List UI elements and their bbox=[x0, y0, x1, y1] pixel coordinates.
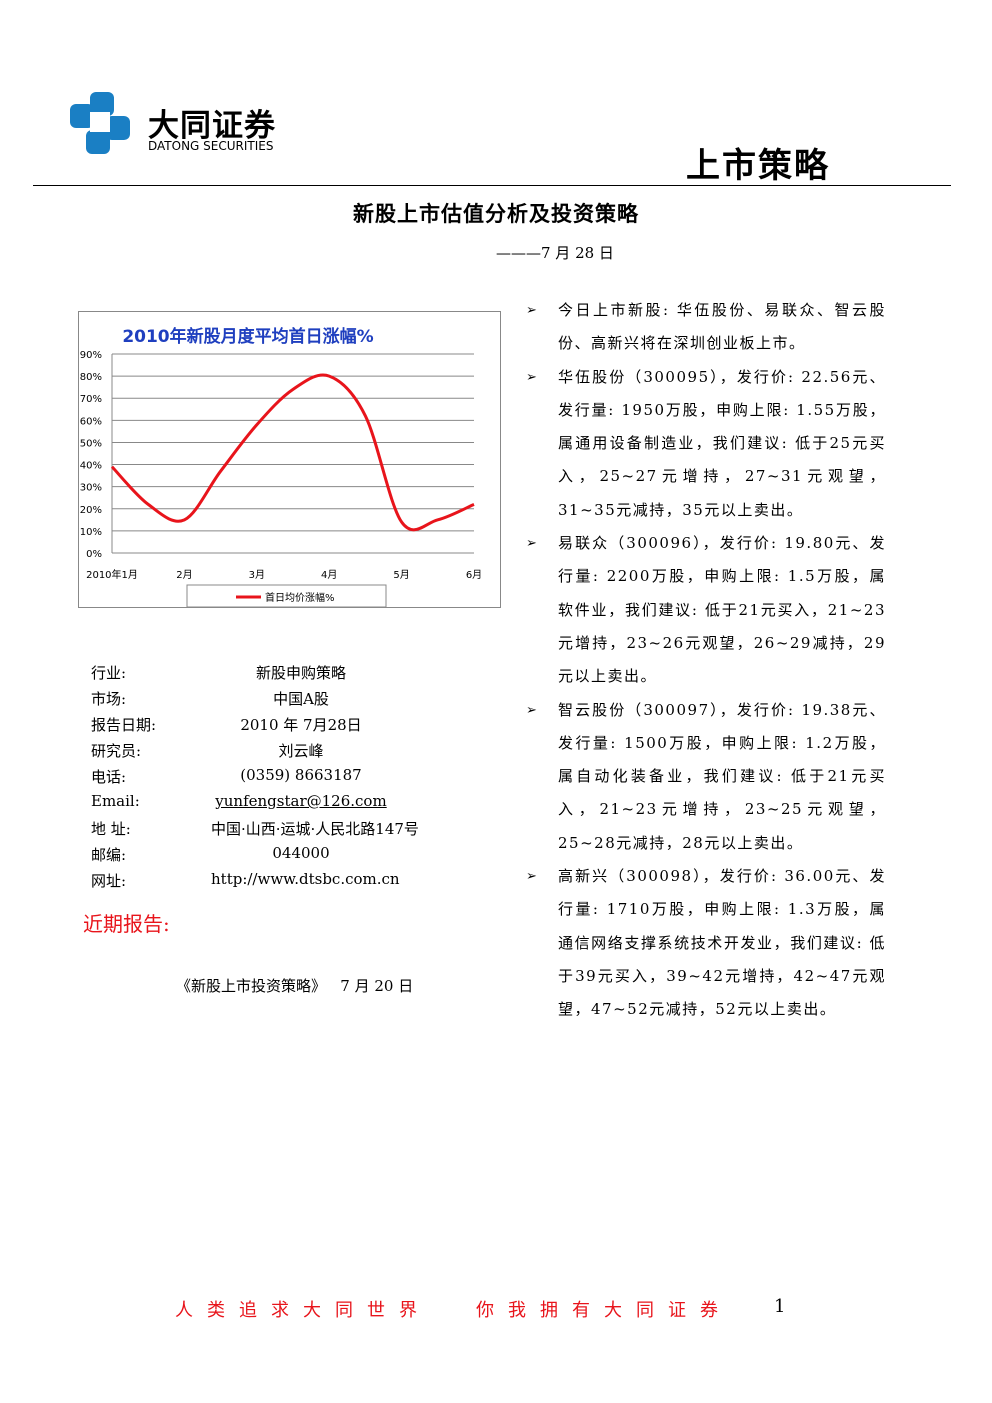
doc-title: 新股上市估值分析及投资策略 bbox=[353, 201, 639, 226]
x-tick-label: 2010年1月 bbox=[86, 568, 138, 581]
info-value: yunfengstar@126.com bbox=[215, 792, 387, 810]
bullet-item: 高新兴（300098），发行价: 36.00元、发行量: 1710万股，申购上限… bbox=[526, 860, 886, 1026]
logo-cn: 大同证券 bbox=[148, 108, 276, 144]
info-label: 电话: bbox=[91, 768, 127, 786]
info-value: 044000 bbox=[272, 844, 330, 862]
info-label: 研究员: bbox=[91, 742, 142, 760]
y-tick-label: 50% bbox=[80, 438, 102, 449]
info-value: http://www.dtsbc.com.cn bbox=[211, 870, 400, 888]
info-label: 地 址: bbox=[91, 820, 131, 838]
y-tick-label: 30% bbox=[80, 483, 102, 494]
info-value: 2010 年 7月28日 bbox=[240, 716, 362, 734]
info-row: 研究员: 刘云峰 bbox=[91, 740, 431, 766]
info-label: 网址: bbox=[91, 872, 127, 890]
x-tick-label: 2月 bbox=[176, 569, 192, 581]
chart-frame bbox=[78, 311, 501, 608]
line-series bbox=[110, 373, 475, 532]
info-value: 中国A股 bbox=[273, 690, 329, 708]
logo-en: DATONG SECURITIES bbox=[148, 139, 274, 153]
info-row: Email: yunfengstar@126.com bbox=[91, 792, 431, 818]
section-title: 上市策略 bbox=[686, 146, 830, 186]
info-label: 邮编: bbox=[91, 846, 127, 864]
y-tick-label: 10% bbox=[80, 527, 102, 538]
doc-date: ———7 月 28 日 bbox=[496, 244, 614, 262]
info-label: 行业: bbox=[91, 664, 127, 682]
y-tick-label: 60% bbox=[80, 416, 102, 427]
page-number: 1 bbox=[774, 1296, 786, 1317]
info-value: (0359) 8663187 bbox=[240, 766, 362, 784]
info-row: 报告日期: 2010 年 7月28日 bbox=[91, 714, 431, 740]
y-tick-label: 80% bbox=[80, 372, 102, 383]
x-tick-label: 6月 bbox=[466, 569, 482, 581]
y-tick-label: 20% bbox=[80, 505, 102, 516]
bullet-item: 今日上市新股: 华伍股份、易联众、智云股份、高新兴将在深圳创业板上市。 bbox=[526, 294, 886, 361]
info-row: 网址: http://www.dtsbc.com.cn bbox=[91, 870, 431, 896]
slogan-right: 你我拥有大同证券 bbox=[476, 1300, 732, 1321]
bullet-item: 华伍股份（300095），发行价: 22.56元、发行量: 1950万股，申购上… bbox=[526, 361, 886, 527]
slogan-left: 人类追求大同世界 bbox=[175, 1300, 431, 1321]
y-tick-label: 90% bbox=[80, 350, 102, 361]
info-label: 报告日期: bbox=[91, 716, 157, 734]
info-label: 市场: bbox=[91, 690, 127, 708]
chart-title: 2010年新股月度平均首日涨幅% bbox=[122, 326, 373, 347]
y-tick-label: 70% bbox=[80, 394, 102, 405]
logo-mark bbox=[70, 92, 130, 154]
x-tick-label: 4月 bbox=[321, 569, 337, 581]
chart: 2010年新股月度平均首日涨幅% 0% 10% 20% 30% 40% 50% 60% 70%… bbox=[78, 311, 501, 608]
bullet-list: 今日上市新股: 华伍股份、易联众、智云股份、高新兴将在深圳创业板上市。华伍股份（… bbox=[526, 294, 886, 1027]
bullet-item: 智云股份（300097），发行价: 19.38元、发行量: 1500万股，申购上… bbox=[526, 694, 886, 860]
info-value: 中国·山西·运城·人民北路147号 bbox=[211, 820, 419, 838]
rule bbox=[33, 185, 951, 186]
x-tick-label: 3月 bbox=[249, 569, 265, 581]
recent-item: 《新股上市投资策略》 7 月 20 日 bbox=[176, 977, 414, 995]
info-value: 刘云峰 bbox=[278, 742, 324, 760]
info-row: 邮编: 044000 bbox=[91, 844, 431, 870]
legend-box bbox=[186, 584, 387, 608]
x-tick-label: 5月 bbox=[393, 569, 409, 581]
info-value: 新股申购策略 bbox=[255, 664, 346, 682]
info-row: 市场: 中国A股 bbox=[91, 688, 431, 714]
info-row: 行业: 新股申购策略 bbox=[91, 662, 431, 688]
info-label: Email: bbox=[91, 792, 140, 810]
bullet-item: 易联众（300096），发行价: 19.80元、发行量: 2200万股，申购上限… bbox=[526, 527, 886, 693]
recent-heading: 近期报告: bbox=[83, 912, 170, 936]
y-tick-label: 40% bbox=[80, 461, 102, 472]
y-tick-label: 0% bbox=[86, 549, 102, 560]
legend-label: 首日均价涨幅% bbox=[265, 591, 335, 604]
info-row: 地 址: 中国·山西·运城·人民北路147号 bbox=[91, 818, 431, 844]
info-row: 电话: (0359) 8663187 bbox=[91, 766, 431, 792]
